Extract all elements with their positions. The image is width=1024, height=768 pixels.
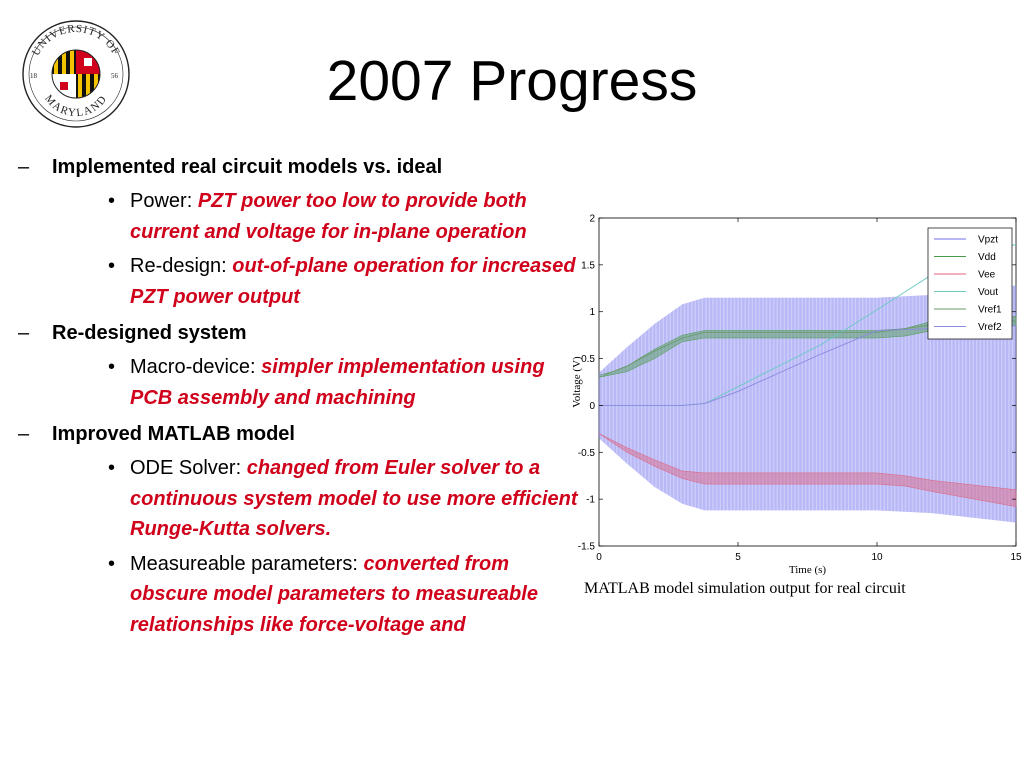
svg-text:56: 56 bbox=[111, 72, 119, 80]
bullet-redesigned-system: – Re-designed system • Macro-device: sim… bbox=[18, 318, 578, 413]
x-tick-label: 10 bbox=[871, 552, 883, 563]
series-vee-band bbox=[598, 433, 1017, 507]
y-tick-label: -0.5 bbox=[578, 448, 596, 459]
bullet-heading: Improved MATLAB model bbox=[52, 423, 295, 445]
bullet-heading: Implemented real circuit models vs. idea… bbox=[52, 156, 443, 178]
dash-marker: – bbox=[18, 322, 30, 344]
y-tick-label: -1.5 bbox=[578, 542, 596, 553]
series-vref2-line bbox=[599, 325, 1017, 406]
sub-bullet-label: Re-design: bbox=[130, 255, 233, 277]
sub-bullet-measureable-parameters: • Measureable parameters: converted from… bbox=[52, 549, 578, 641]
bullet-heading: Re-designed system bbox=[52, 322, 247, 344]
simulation-chart: -1.5 -1 -0.5 0 0.5 1 1.5 2 0 5 10 15 Time (s) Voltage… bbox=[571, 214, 1022, 577]
svg-text:18: 18 bbox=[30, 72, 38, 80]
bullet-dot: • bbox=[108, 457, 116, 479]
bullet-dot: • bbox=[108, 356, 116, 378]
sub-bullet-label: Power: bbox=[130, 190, 198, 212]
page-title: 2007 Progress bbox=[326, 49, 698, 113]
legend-label-vee: Vee bbox=[978, 270, 996, 281]
x-tick-label: 0 bbox=[596, 552, 602, 563]
sub-bullet-emphasis: PZT power too low to provide both curren… bbox=[130, 190, 527, 243]
y-axis-label: Voltage (V) bbox=[571, 356, 583, 408]
bullet-dot: • bbox=[108, 190, 116, 212]
y-tick-label: 1 bbox=[589, 307, 595, 318]
legend-label-vdd: Vdd bbox=[978, 252, 996, 263]
x-tick-label: 15 bbox=[1010, 552, 1022, 563]
legend-label-vpzt: Vpzt bbox=[978, 235, 998, 246]
y-tick-label: 0.5 bbox=[581, 354, 595, 365]
legend-label-vout: Vout bbox=[978, 287, 998, 298]
y-tick-label: 0 bbox=[589, 401, 595, 412]
x-axis-label: Time (s) bbox=[789, 564, 827, 576]
y-tick-label: 2 bbox=[589, 214, 595, 225]
sub-bullet-power: • Power: PZT power too low to provide bo… bbox=[52, 186, 578, 247]
dash-marker: – bbox=[18, 423, 30, 445]
y-tick-label: 1.5 bbox=[581, 260, 595, 271]
sub-bullet-redesign: • Re-design: out-of-plane operation for … bbox=[52, 251, 578, 312]
sub-bullet-emphasis: simpler implementation using PCB assembl… bbox=[130, 356, 545, 409]
bullet-dot: • bbox=[108, 552, 116, 575]
legend-label-vref2: Vref2 bbox=[978, 322, 1002, 333]
sub-bullet-label: ODE Solver: bbox=[130, 457, 247, 479]
legend-box bbox=[927, 227, 1013, 340]
sub-bullet-ode-solver: • ODE Solver: changed from Euler solver … bbox=[52, 453, 578, 545]
chart-caption: MATLAB model simulation output for real … bbox=[584, 580, 906, 597]
bullet-real-circuit-models: – Implemented real circuit models vs. id… bbox=[18, 152, 578, 312]
university-of-maryland-logo: UNIVERSITY OF MARYLAND 18 56 bbox=[22, 20, 130, 128]
x-tick-label: 5 bbox=[735, 552, 741, 563]
legend-label-vref1: Vref1 bbox=[978, 305, 1002, 316]
sub-bullet-emphasis: out-of-plane operation for increased PZT… bbox=[130, 255, 576, 308]
dash-marker: – bbox=[18, 156, 30, 178]
sub-bullet-emphasis: converted from obscure model parameters … bbox=[130, 552, 538, 636]
sub-bullet-label: Macro-device: bbox=[130, 356, 262, 378]
sub-bullet-emphasis: changed from Euler solver to a continuou… bbox=[130, 457, 578, 540]
bullet-matlab-model: – Improved MATLAB model • ODE Solver: ch… bbox=[18, 419, 578, 640]
bullet-list: – Implemented real circuit models vs. id… bbox=[18, 152, 578, 646]
bullet-dot: • bbox=[108, 255, 116, 277]
y-tick-label: -1 bbox=[586, 495, 595, 506]
sub-bullet-label: Measureable parameters: bbox=[130, 552, 364, 575]
sub-bullet-macro-device: • Macro-device: simpler implementation u… bbox=[52, 352, 578, 413]
